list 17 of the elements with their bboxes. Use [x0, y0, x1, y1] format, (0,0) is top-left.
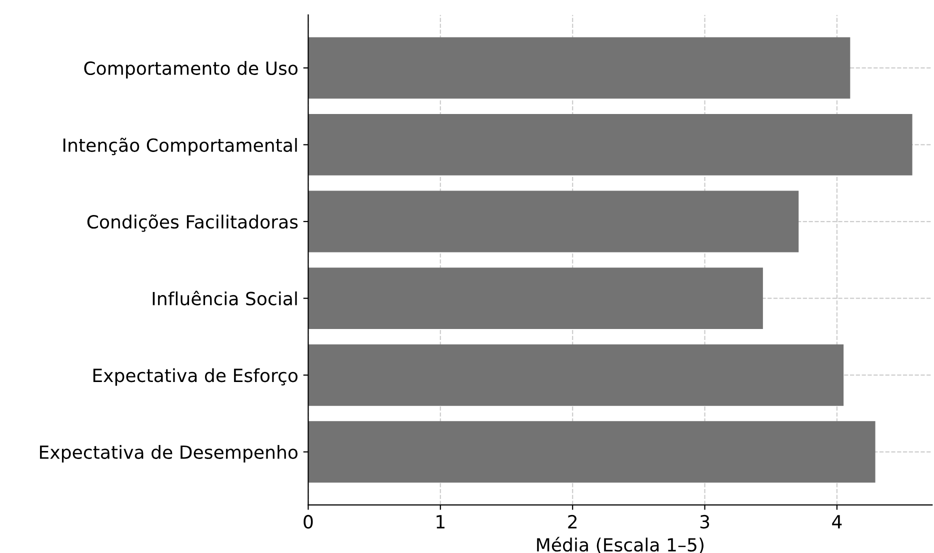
bar: [308, 114, 912, 176]
bar: [308, 268, 763, 330]
y-tick-label: Expectativa de Desempenho: [40, 445, 298, 463]
bar: [308, 421, 876, 483]
x-tick-label: 1: [436, 515, 444, 528]
x-tick-label: 2: [568, 514, 577, 528]
y-tick-label: Expectativa de Esforço: [93, 368, 298, 386]
x-tick-label: 3: [700, 514, 710, 529]
y-tick-label: Influência Social: [152, 290, 297, 306]
y-tick-label: Intenção Comportamental: [63, 138, 297, 156]
y-tick-label: Condições Facilitadoras: [87, 214, 298, 232]
bar: [308, 37, 850, 99]
x-tick-label: 4: [832, 515, 842, 528]
bar: [308, 344, 844, 406]
x-tick-label: 0: [304, 514, 313, 529]
bar: [308, 190, 799, 252]
y-tick-label: Comportamento de Uso: [84, 61, 298, 79]
